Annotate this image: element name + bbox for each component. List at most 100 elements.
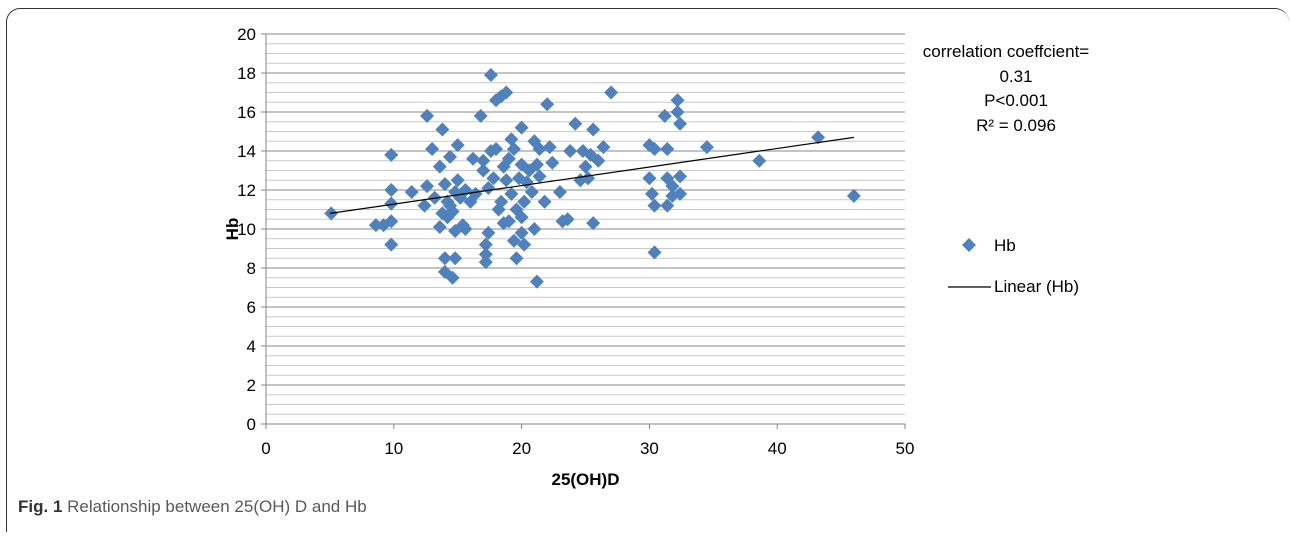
data-point <box>596 140 611 155</box>
data-point <box>481 181 496 196</box>
data-point <box>578 159 593 174</box>
data-point <box>506 233 521 248</box>
data-point <box>644 186 659 201</box>
data-point <box>524 184 539 199</box>
data-point <box>514 225 529 240</box>
data-point <box>586 122 601 137</box>
annotation-line-1: correlation coeffcient= <box>923 42 1090 61</box>
data-point <box>660 198 675 213</box>
y-tick-label: 20 <box>237 25 256 44</box>
data-point <box>568 116 583 131</box>
figure-frame <box>6 8 1289 532</box>
data-point <box>509 251 524 266</box>
data-point <box>501 151 516 166</box>
data-point <box>811 130 826 145</box>
data-point <box>647 245 662 260</box>
data-point <box>483 67 498 82</box>
data-point <box>581 171 596 186</box>
data-point <box>670 105 685 119</box>
data-point <box>417 198 432 213</box>
data-point <box>657 108 672 123</box>
data-point <box>501 214 516 229</box>
data-point <box>445 270 460 285</box>
data-point <box>432 159 447 174</box>
data-point <box>591 153 606 168</box>
data-point <box>545 155 560 170</box>
data-point <box>466 151 481 166</box>
data-point <box>586 216 601 231</box>
data-point <box>552 184 567 199</box>
data-point <box>504 132 519 147</box>
x-tick-label: 0 <box>261 439 270 458</box>
data-point <box>647 142 662 157</box>
data-point <box>384 214 399 229</box>
data-point <box>514 120 529 135</box>
data-point <box>420 108 435 123</box>
y-tick-label: 18 <box>237 64 256 83</box>
data-point <box>537 194 552 209</box>
data-point <box>532 142 547 157</box>
data-point <box>673 116 688 131</box>
y-tick-label: 12 <box>237 181 256 200</box>
legend-diamond-icon <box>962 238 976 252</box>
data-point <box>476 153 491 168</box>
data-point <box>665 179 680 194</box>
x-tick-label: 40 <box>768 439 787 458</box>
y-tick-labels: 0 2 4 6 8 10 12 14 16 18 20 <box>237 25 266 434</box>
data-point <box>563 144 578 158</box>
stats-annotation: correlation coeffcient= 0.31 P<0.001 R² … <box>923 42 1090 135</box>
data-point <box>432 220 447 235</box>
y-tick-label: 10 <box>237 220 256 239</box>
data-point <box>499 85 514 100</box>
data-point <box>514 210 529 225</box>
data-point <box>384 196 399 211</box>
data-point <box>673 169 688 184</box>
data-point <box>660 142 675 157</box>
data-point <box>384 183 399 197</box>
data-point <box>478 255 493 270</box>
caption-text: Relationship between 25(OH) D and Hb <box>67 497 367 516</box>
data-point <box>673 186 688 201</box>
data-point <box>529 157 544 172</box>
x-tick-label: 30 <box>640 439 659 458</box>
data-point <box>699 140 714 155</box>
data-point <box>527 222 542 236</box>
data-point <box>443 149 458 164</box>
data-point <box>670 93 685 108</box>
data-point <box>560 212 575 227</box>
data-point <box>448 251 463 266</box>
data-point <box>532 169 547 184</box>
annotation-line-4: R² = 0.096 <box>976 116 1056 135</box>
data-point <box>517 194 532 209</box>
data-point <box>404 184 419 199</box>
data-point <box>368 218 383 233</box>
data-point <box>489 142 504 157</box>
data-point <box>529 274 544 289</box>
legend: Hb Linear (Hb) <box>948 236 1079 296</box>
data-point <box>425 142 440 157</box>
gridlines <box>266 33 905 425</box>
data-point <box>478 247 493 262</box>
data-point <box>437 251 452 266</box>
data-point <box>468 186 483 201</box>
data-point <box>604 85 619 100</box>
data-point <box>481 225 496 240</box>
data-point <box>476 163 491 178</box>
data-point <box>517 237 532 252</box>
y-tick-label: 0 <box>247 415 256 434</box>
data-point <box>647 198 662 213</box>
annotation-line-2: 0.31 <box>999 67 1032 86</box>
data-point <box>494 194 509 209</box>
data-point <box>499 173 514 188</box>
annotation-line-3: P<0.001 <box>984 91 1048 110</box>
x-tick-label: 10 <box>384 439 403 458</box>
y-tick-label: 2 <box>247 376 256 395</box>
data-point <box>542 140 557 155</box>
x-tick-labels: 0 10 20 30 40 50 <box>261 424 914 458</box>
x-axis-title: 25(OH)D <box>551 470 619 489</box>
x-tick-label: 20 <box>512 439 531 458</box>
y-tick-label: 6 <box>247 298 256 317</box>
data-point <box>437 177 452 192</box>
data-point <box>450 173 465 188</box>
